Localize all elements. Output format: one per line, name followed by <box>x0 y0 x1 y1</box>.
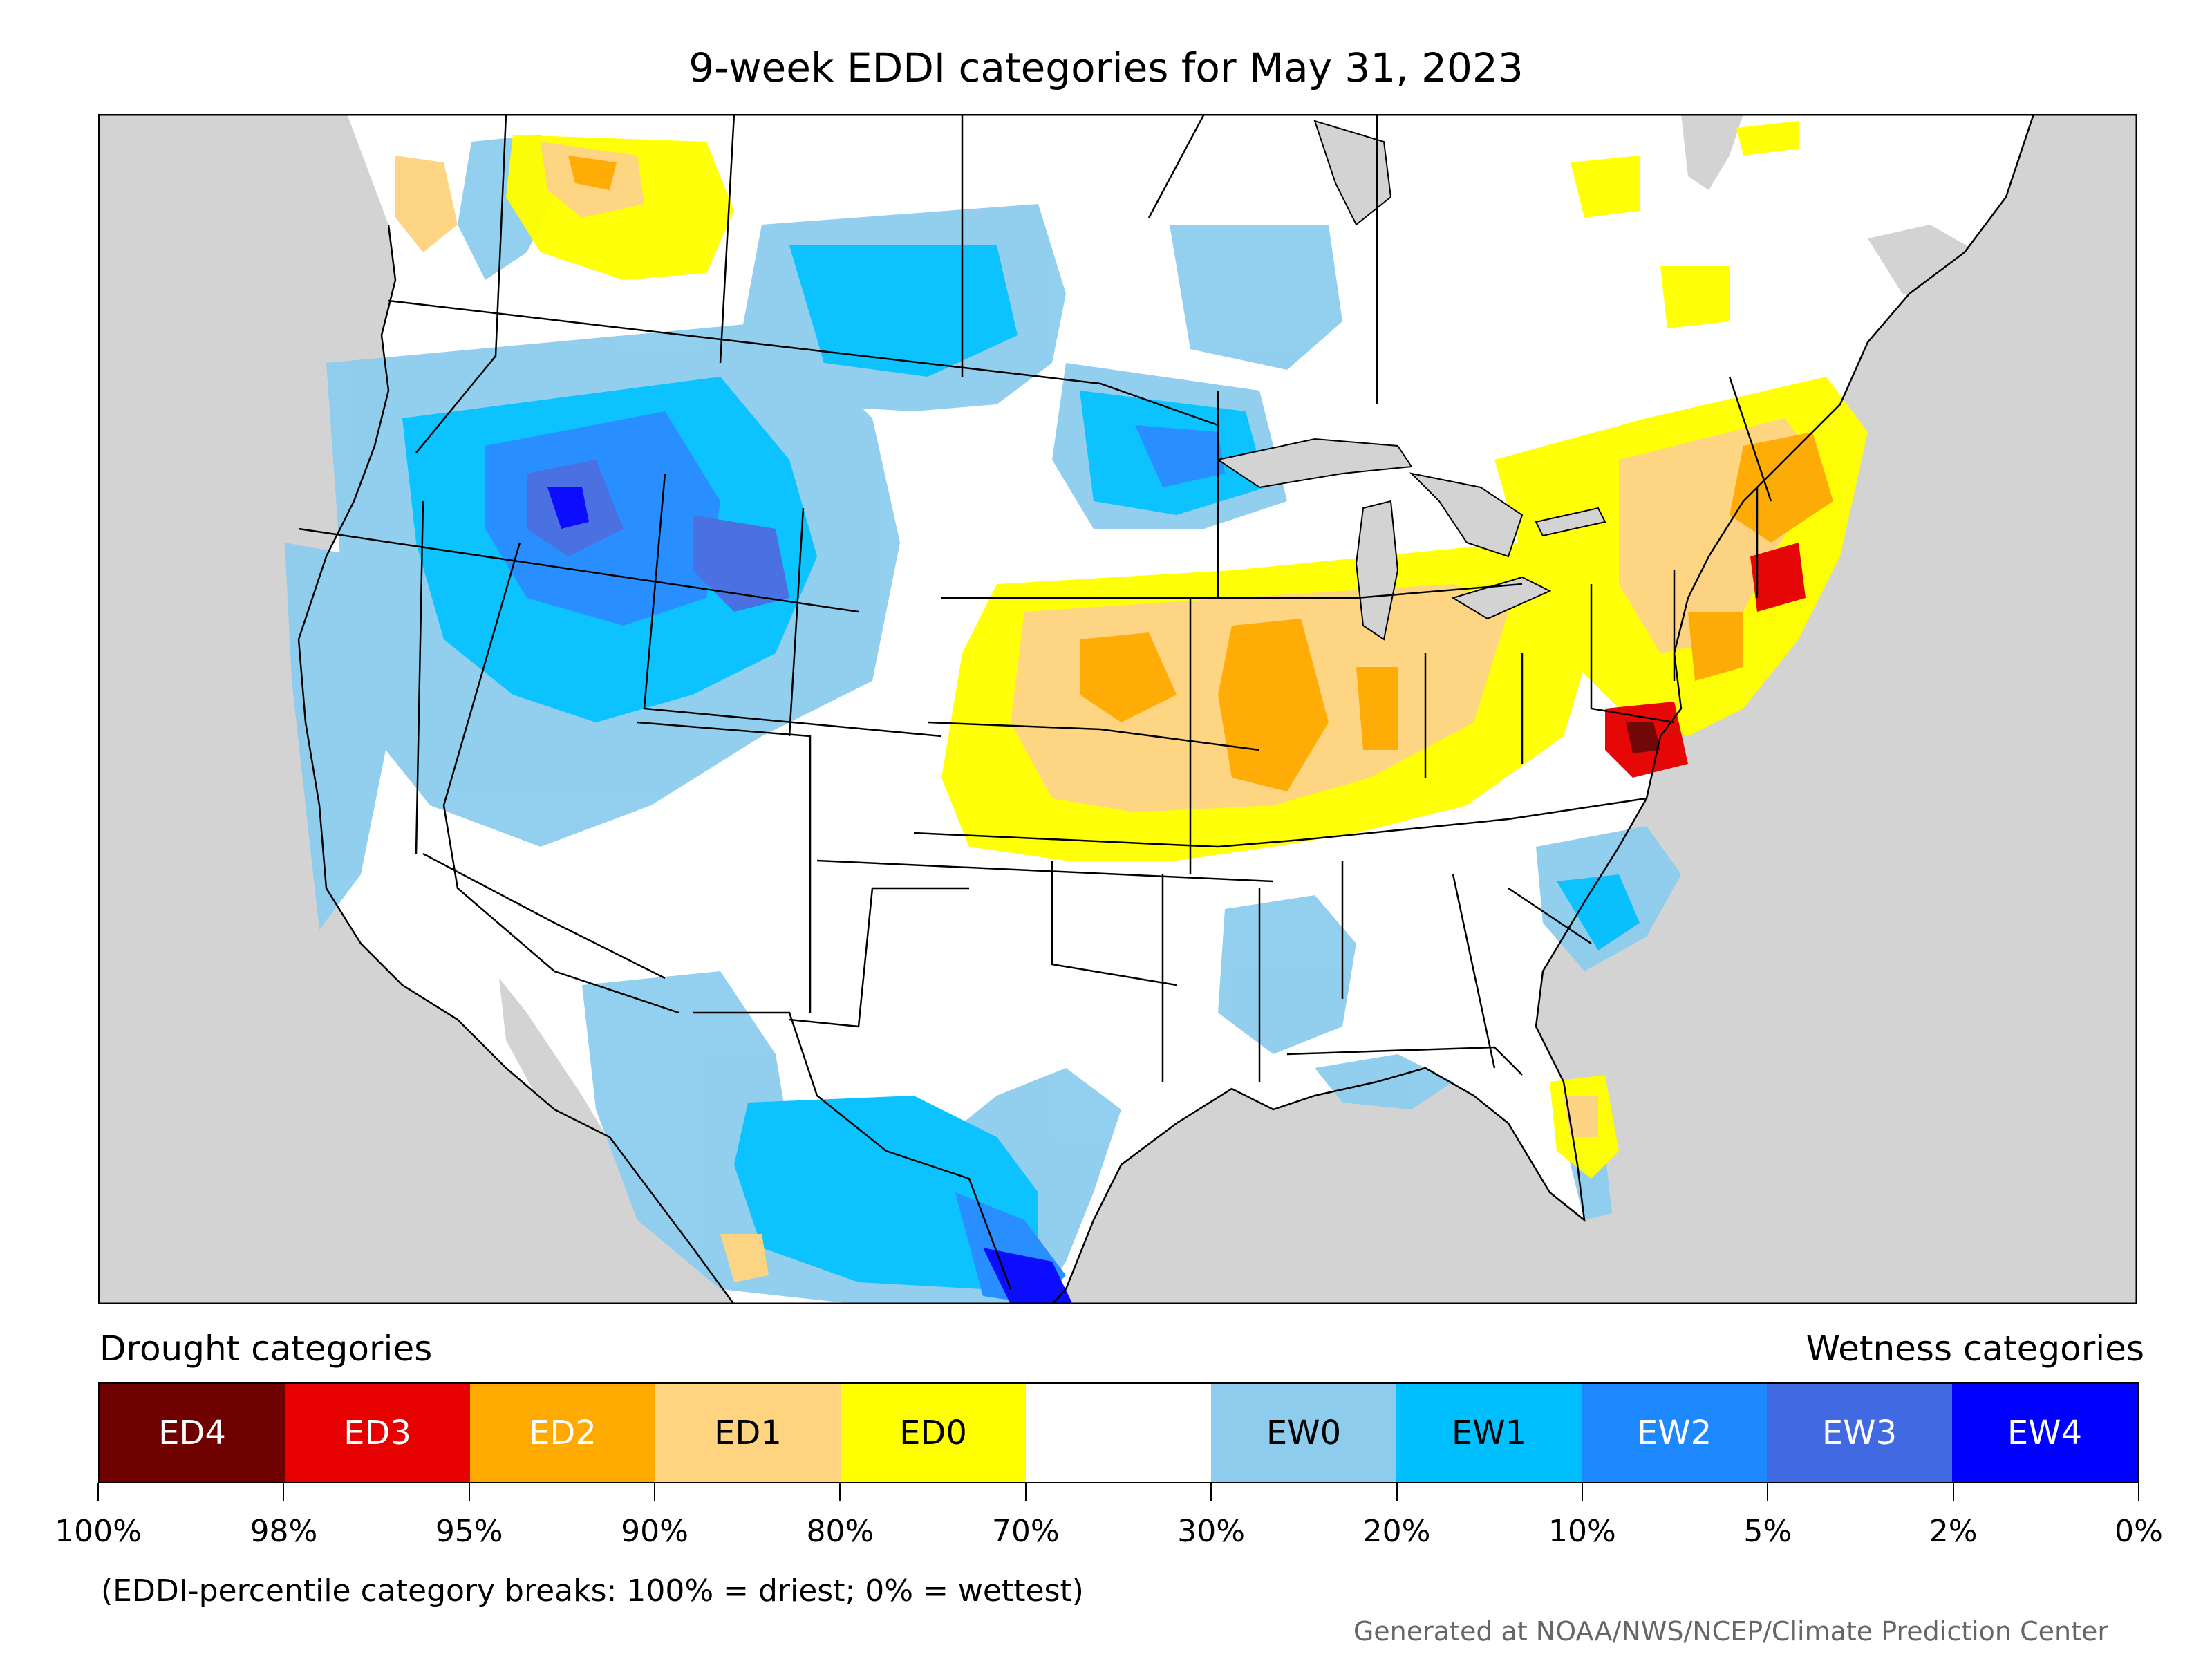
colorbar-segment-ew0: EW0 <box>1211 1384 1396 1482</box>
colorbar-tick-label: 100% <box>55 1514 142 1549</box>
coastline <box>297 224 735 1304</box>
boundary-lines <box>298 114 1772 1290</box>
drought-regions <box>395 121 1868 1282</box>
wetness-categories-label: Wetness categories <box>1806 1329 2144 1369</box>
colorbar-tick <box>839 1483 841 1501</box>
colorbar-segment-ed3: ED3 <box>285 1384 470 1482</box>
category-colorbar: ED4 ED3 ED2 ED1 ED0 EW0 EW1 EW2 EW3 EW4 <box>98 1382 2139 1483</box>
wetness-regions <box>285 135 1681 1304</box>
colorbar-tick <box>468 1483 470 1501</box>
colorbar-tick <box>283 1483 285 1501</box>
gulf-of-california-water <box>499 978 658 1255</box>
colorbar-tick <box>1767 1483 1769 1501</box>
great-lakes <box>1216 120 1606 641</box>
colorbar-tick-label: 0% <box>2115 1514 2163 1549</box>
colorbar-segment-ew3: EW3 <box>1767 1384 1952 1482</box>
colorbar-tick-label: 80% <box>806 1514 874 1549</box>
gulf-of-st-lawrence-water <box>1868 225 1978 294</box>
colorbar-tick-label: 20% <box>1362 1514 1431 1549</box>
map-border <box>98 114 2137 1304</box>
colorbar-segment-ew2: EW2 <box>1582 1384 1767 1482</box>
colorbar-segment-ed4: ED4 <box>100 1384 285 1482</box>
credit-line: Generated at NOAA/NWS/NCEP/Climate Predi… <box>1353 1616 2108 1647</box>
colorbar-tick <box>1581 1483 1583 1501</box>
hudson-bay-water <box>1681 114 1743 190</box>
colorbar-tick-label: 95% <box>435 1514 503 1549</box>
colorbar-tick <box>97 1483 99 1501</box>
colorbar-segment-ed2: ED2 <box>470 1384 655 1482</box>
drought-categories-label: Drought categories <box>100 1329 433 1369</box>
colorbar-segment-ew1: EW1 <box>1396 1384 1582 1482</box>
colorbar-tick-label: 5% <box>1743 1514 1792 1549</box>
colorbar-tick <box>1952 1483 1954 1501</box>
colorbar-tick <box>654 1483 656 1501</box>
colorbar-tick-label: 10% <box>1548 1514 1616 1549</box>
colorbar-segment-ew4: EW4 <box>1952 1384 2137 1482</box>
colorbar-tick <box>1210 1483 1212 1501</box>
category-breaks-note: (EDDI-percentile category breaks: 100% =… <box>101 1573 1084 1609</box>
colorbar-tick-label: 30% <box>1177 1514 1246 1549</box>
eddi-map <box>98 114 2137 1304</box>
gulf-coastline <box>1051 114 2035 1304</box>
colorbar-segment-ed0: ED0 <box>841 1384 1026 1482</box>
colorbar-tick-label: 90% <box>621 1514 688 1549</box>
colorbar-tick-label: 70% <box>991 1514 1060 1549</box>
colorbar-segment-ed1: ED1 <box>655 1384 841 1482</box>
colorbar-segment-neutral <box>1026 1384 1211 1482</box>
colorbar-tick-label: 98% <box>250 1514 318 1549</box>
colorbar-tick-label: 2% <box>1929 1514 1978 1549</box>
colorbar-tick <box>2138 1483 2139 1501</box>
colorbar-tick <box>1396 1483 1398 1501</box>
colorbar-ticks <box>97 1483 2139 1504</box>
colorbar-tick <box>1024 1483 1027 1501</box>
map-title: 9-week EDDI categories for May 31, 2023 <box>688 44 1524 91</box>
